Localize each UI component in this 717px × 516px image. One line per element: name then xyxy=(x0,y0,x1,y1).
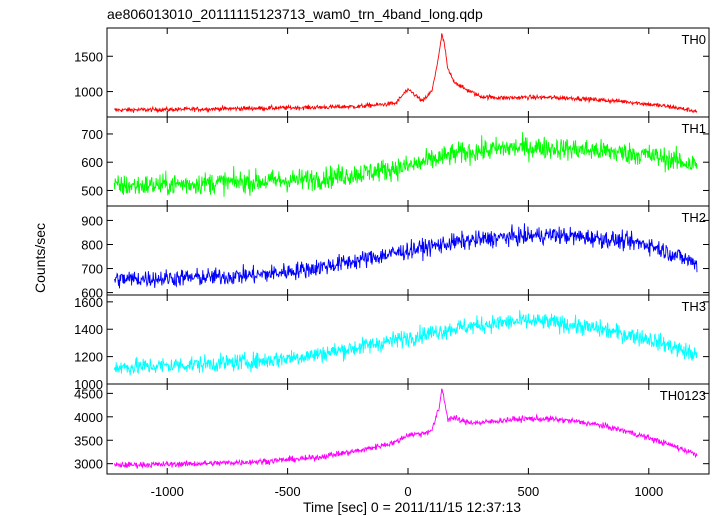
panel-label-th0: TH0 xyxy=(681,32,706,47)
panel-label-th2: TH2 xyxy=(681,210,706,225)
panel-label-th0123: TH0123 xyxy=(660,388,706,403)
y-tick-label: 1600 xyxy=(74,295,103,310)
y-tick-label: 700 xyxy=(81,127,103,142)
y-tick-label: 800 xyxy=(81,237,103,252)
chart-title: ae806013010_20111115123713_wam0_trn_4ban… xyxy=(107,6,483,22)
series-line-th0 xyxy=(113,33,698,114)
panel-label-th3: TH3 xyxy=(681,299,706,314)
x-tick-label: -1000 xyxy=(151,484,184,499)
y-tick-label: 1000 xyxy=(74,377,103,392)
series-line-th2 xyxy=(113,223,698,289)
y-tick-label: 1400 xyxy=(74,322,103,337)
y-tick-label: 3000 xyxy=(74,457,103,472)
series-line-th3 xyxy=(113,309,698,376)
y-tick-label: 4500 xyxy=(74,386,103,401)
y-tick-label: 4000 xyxy=(74,410,103,425)
panel-frame-th0 xyxy=(106,27,710,118)
series-line-th0123 xyxy=(113,388,698,469)
y-tick-label: 1000 xyxy=(74,85,103,100)
y-tick-label: 500 xyxy=(81,183,103,198)
series-line-th1 xyxy=(113,132,698,197)
x-tick-label: -500 xyxy=(275,484,301,499)
y-tick-label: 600 xyxy=(81,286,103,301)
y-tick-label: 700 xyxy=(81,262,103,277)
y-tick-label: 600 xyxy=(81,155,103,170)
y-tick-label: 900 xyxy=(81,213,103,228)
x-tick-label: 0 xyxy=(404,484,411,499)
panel-frame-th1 xyxy=(106,116,710,207)
y-tick-label: 1500 xyxy=(74,49,103,64)
x-tick-label: 1000 xyxy=(634,484,663,499)
x-axis-label: Time [sec] 0 = 2011/11/15 12:37:13 xyxy=(303,499,521,515)
y-axis-label: Counts/sec xyxy=(32,223,48,293)
y-tick-label: 1200 xyxy=(74,350,103,365)
panels-group: 1000 1500 TH0 500 600 700 TH1 600 700 800 900 TH2 10… xyxy=(74,27,710,475)
x-tick-labels: -1000 -500 0 500 1000 xyxy=(151,484,664,499)
x-tick-label: 500 xyxy=(518,484,540,499)
y-tick-label: 3500 xyxy=(74,433,103,448)
panel-label-th1: TH1 xyxy=(681,121,706,136)
